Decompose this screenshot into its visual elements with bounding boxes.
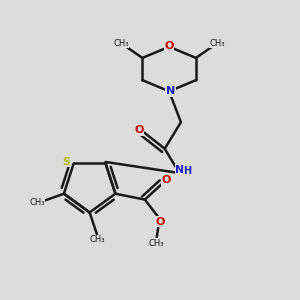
Text: CH₃: CH₃: [90, 235, 105, 244]
Text: O: O: [161, 176, 171, 185]
Text: CH₃: CH₃: [210, 39, 225, 48]
Text: O: O: [164, 41, 174, 51]
Text: O: O: [134, 125, 143, 135]
Text: N: N: [166, 86, 175, 96]
Text: O: O: [156, 217, 165, 227]
Text: CH₃: CH₃: [29, 198, 44, 207]
Text: N: N: [175, 165, 184, 175]
Text: H: H: [183, 166, 191, 176]
Text: CH₃: CH₃: [113, 39, 129, 48]
Text: S: S: [63, 157, 70, 167]
Text: CH₃: CH₃: [148, 239, 164, 248]
